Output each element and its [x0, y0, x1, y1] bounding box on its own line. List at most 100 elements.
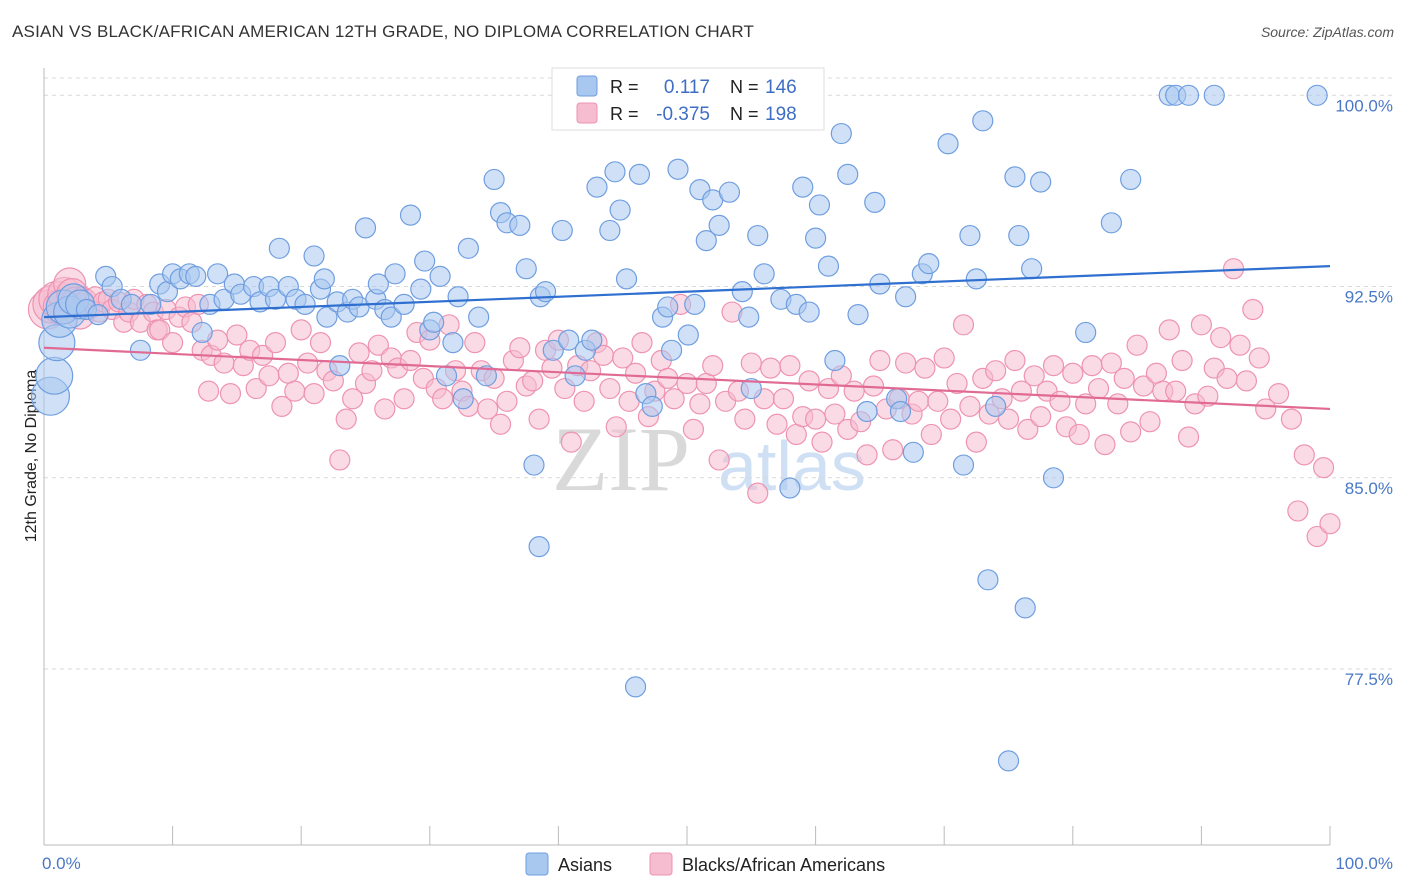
black-point	[226, 324, 248, 346]
black-point	[940, 408, 962, 430]
black-point	[1004, 349, 1026, 372]
asian-point	[731, 281, 753, 303]
black-point	[1075, 393, 1097, 415]
black-point	[541, 357, 563, 379]
asian-point	[551, 219, 573, 242]
asian-point	[804, 227, 827, 249]
asian-point	[604, 161, 626, 183]
black-point	[1017, 418, 1039, 440]
black-point	[1145, 362, 1167, 384]
asian-point	[447, 286, 469, 308]
stats-legend: R = 0.117 N = 146 R = -0.375 N = 198	[551, 67, 825, 131]
black-point	[277, 362, 299, 384]
asian-point	[1306, 84, 1328, 106]
asian-point	[779, 477, 801, 499]
asian-point	[429, 265, 451, 287]
black-point	[1120, 421, 1142, 443]
asian-point	[660, 339, 683, 361]
black-point	[605, 416, 627, 438]
black-point	[489, 413, 512, 435]
asian-point	[695, 230, 717, 252]
black-point	[329, 449, 351, 471]
black-point	[843, 380, 865, 402]
asian-point	[303, 245, 325, 267]
asian-point	[140, 293, 162, 315]
asian-point	[985, 395, 1007, 417]
asian-point	[708, 214, 730, 236]
chart-title: ASIAN VS BLACK/AFRICAN AMERICAN 12TH GRA…	[12, 22, 755, 41]
black-point	[612, 347, 634, 369]
asian-point	[542, 339, 564, 361]
asian-point	[847, 304, 869, 326]
asian-point	[657, 296, 679, 318]
black-point	[1306, 525, 1328, 548]
black-point	[1042, 355, 1065, 377]
black-point	[1210, 326, 1232, 349]
black-point	[1113, 367, 1135, 389]
black-point	[1177, 426, 1200, 448]
black-point	[708, 449, 730, 471]
black-point	[374, 398, 396, 420]
asian-point	[837, 163, 859, 185]
legend-asians-label: Asians	[558, 855, 612, 875]
black-n-value: 198	[765, 104, 797, 125]
black-point	[946, 372, 968, 395]
black-point	[1197, 385, 1219, 407]
asian-point	[414, 250, 436, 272]
black-point	[907, 390, 930, 412]
black-point	[1190, 314, 1213, 336]
asian-point	[952, 454, 975, 476]
asian-point	[889, 400, 912, 423]
black-point	[895, 352, 917, 374]
asian-point	[817, 255, 840, 277]
asian-point	[534, 281, 557, 303]
black-point	[1139, 411, 1161, 433]
asian-point	[864, 191, 886, 213]
asian-point	[423, 311, 445, 333]
asian-point	[830, 122, 852, 145]
black-point	[882, 439, 904, 461]
black-point	[303, 383, 325, 405]
y-tick-label: 100.0%	[1335, 96, 1393, 115]
asian-point	[808, 194, 831, 216]
asian-point	[191, 321, 213, 344]
black-point	[914, 357, 936, 379]
black-point	[1267, 383, 1290, 405]
asian-point	[354, 217, 377, 239]
asian-point	[718, 181, 741, 203]
asian-point	[740, 377, 762, 400]
asian-n-label: N =	[730, 77, 759, 97]
asian-point	[824, 349, 846, 372]
black-point	[309, 332, 332, 354]
black-point	[766, 413, 788, 435]
black-point	[1242, 298, 1264, 321]
asian-point	[1004, 166, 1026, 188]
black-point	[702, 355, 724, 377]
black-point	[965, 431, 987, 453]
black-trend-line	[43, 346, 1331, 411]
black-point	[952, 314, 975, 336]
black-point	[162, 332, 184, 354]
asian-point	[1100, 212, 1122, 234]
black-point	[252, 344, 274, 366]
black-point	[1023, 365, 1045, 387]
asian-point	[457, 237, 479, 259]
black-point	[747, 482, 769, 504]
asian-point	[393, 293, 415, 315]
black-point	[198, 380, 220, 402]
black-point	[933, 347, 955, 369]
asian-trend-line	[43, 265, 1331, 319]
asian-point	[294, 293, 316, 315]
black-point	[772, 388, 795, 410]
black-point	[817, 377, 840, 400]
legend-asians-swatch	[525, 852, 549, 876]
black-point	[297, 352, 319, 374]
asian-point	[1021, 258, 1043, 280]
asian-point	[442, 332, 464, 354]
black-point	[1312, 457, 1335, 479]
black-point	[258, 365, 280, 387]
black-point	[927, 390, 949, 412]
asian-point	[1203, 84, 1225, 106]
asian-point	[624, 676, 647, 698]
